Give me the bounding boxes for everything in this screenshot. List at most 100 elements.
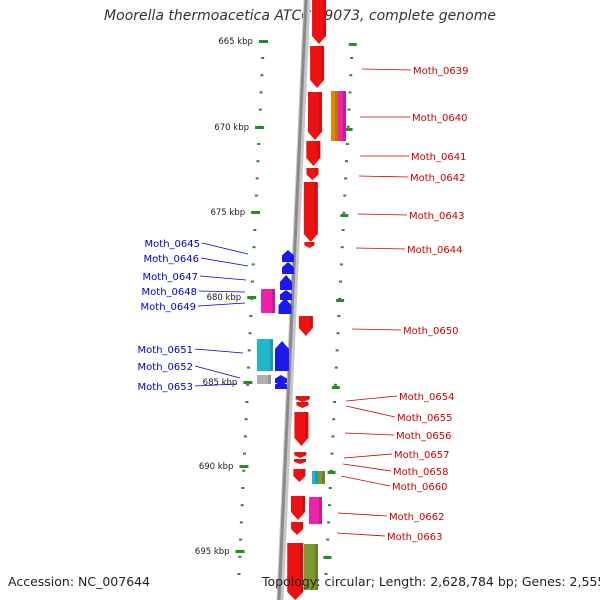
forward-gene-arrow (303, 182, 318, 242)
gene-label-moth-0642: Moth_0642 (410, 173, 465, 184)
ruler-dot (254, 194, 258, 197)
label-leader-line (337, 512, 388, 517)
label-leader-line (194, 348, 244, 354)
forward-gene-arrow-shade (303, 452, 307, 456)
gene-label-moth-0639: Moth_0639 (413, 66, 468, 77)
forward-gene-arrow (312, 0, 327, 44)
ruler-dot (256, 160, 260, 163)
gene-label-moth-0644: Moth_0644 (407, 245, 462, 256)
ruler-dot (246, 383, 250, 386)
ruler-tick (323, 556, 332, 559)
forward-gene-arrow (287, 543, 304, 600)
scale-tick-label: 680 kbp (207, 293, 242, 303)
gene-label-moth-0657: Moth_0657 (394, 450, 449, 461)
ruler-dot (260, 74, 264, 77)
ruler-dot (332, 418, 336, 421)
forward-gene-arrow (307, 92, 322, 140)
ruler-dot (257, 143, 261, 145)
forward-gene-arrow-shade (309, 316, 313, 328)
scale-tick-label: 690 kbp (199, 462, 234, 472)
forward-gene-arrow-shade (315, 168, 319, 175)
label-leader-line (194, 383, 238, 387)
ruler-dot (251, 263, 255, 266)
ruler-dot (335, 349, 339, 352)
gene-box-orange (331, 91, 338, 141)
ruler-dot (238, 555, 242, 558)
ruler-dot (324, 573, 328, 575)
gene-box-magenta-shade (319, 497, 322, 524)
scale-tick (258, 40, 268, 43)
forward-gene-arrow-shade (318, 92, 322, 132)
ruler-dot (349, 74, 353, 77)
gene-box-cyan-shade (270, 339, 273, 371)
ruler-dot (243, 452, 247, 455)
forward-gene-arrow (306, 168, 319, 180)
gene-box-cyan-shade (315, 471, 318, 484)
scale-tick (251, 211, 261, 214)
ruler-dot (331, 435, 335, 438)
gene-label-moth-0652: Moth_0652 (138, 362, 193, 373)
gene-label-moth-0658: Moth_0658 (393, 467, 448, 478)
forward-gene-arrow (304, 242, 315, 248)
gene-label-moth-0662: Moth_0662 (389, 512, 444, 523)
forward-gene-arrow-shade (300, 522, 304, 530)
ruler-dot (247, 349, 251, 352)
gene-box-grey (257, 375, 271, 384)
forward-gene-arrow-shade (323, 0, 327, 36)
forward-gene-arrow (298, 316, 313, 336)
backbone-line (277, 0, 308, 600)
map-title: Moorella thermoacetica ATCC 39073, compl… (104, 8, 496, 24)
ruler-dot (342, 211, 346, 214)
label-leader-line (345, 395, 398, 402)
ruler-dot (350, 57, 354, 59)
label-leader-line (345, 405, 396, 418)
ruler-dot (327, 521, 331, 524)
ruler-tick (331, 386, 340, 389)
ruler-dot (252, 246, 256, 249)
forward-gene-arrow-shade (305, 402, 309, 406)
label-leader-line (343, 453, 393, 459)
ruler-dot (241, 487, 245, 489)
ruler-dot (338, 297, 342, 300)
forward-gene-arrow-shade (321, 46, 325, 80)
ruler-dot (329, 469, 333, 472)
gene-box-magenta-shade (343, 91, 346, 141)
ruler-dot (340, 246, 344, 249)
ruler-dot (239, 538, 243, 541)
label-leader-line (340, 475, 391, 487)
reverse-gene-arrow (275, 341, 289, 371)
gene-box-olive-shade (315, 544, 318, 590)
ruler-tick (336, 299, 345, 302)
label-leader-line (201, 242, 249, 255)
label-leader-line (197, 302, 246, 307)
gene-box-magenta (309, 497, 322, 524)
reverse-gene-arrow (280, 275, 292, 290)
forward-gene-arrow-shade (317, 141, 321, 158)
gene-label-moth-0651: Moth_0651 (138, 345, 193, 356)
reverse-gene-arrow (278, 298, 292, 314)
ruler-dot (343, 194, 347, 197)
ruler-dot (345, 143, 349, 145)
ruler-dot (326, 538, 330, 541)
ruler-dot (327, 504, 331, 507)
ruler-dot (261, 57, 265, 59)
scale-tick (243, 381, 253, 384)
ruler-dot (334, 366, 338, 369)
gene-label-moth-0645: Moth_0645 (145, 239, 200, 250)
scale-tick (235, 550, 245, 553)
gene-label-moth-0656: Moth_0656 (396, 431, 451, 442)
reverse-gene-arrow (280, 290, 292, 300)
reverse-gene-arrow (282, 262, 294, 274)
ruler-dot (255, 177, 259, 180)
gene-box-magenta (261, 289, 275, 313)
label-leader-line (342, 463, 392, 472)
ruler-dot (249, 315, 253, 317)
forward-gene-arrow-shade (311, 242, 315, 246)
ruler-dot (250, 280, 254, 283)
ruler-dot (240, 504, 244, 507)
forward-gene-arrow-shade (314, 182, 318, 234)
ruler-dot (333, 401, 337, 403)
gene-label-moth-0663: Moth_0663 (387, 532, 442, 543)
ruler-dot (258, 108, 262, 111)
